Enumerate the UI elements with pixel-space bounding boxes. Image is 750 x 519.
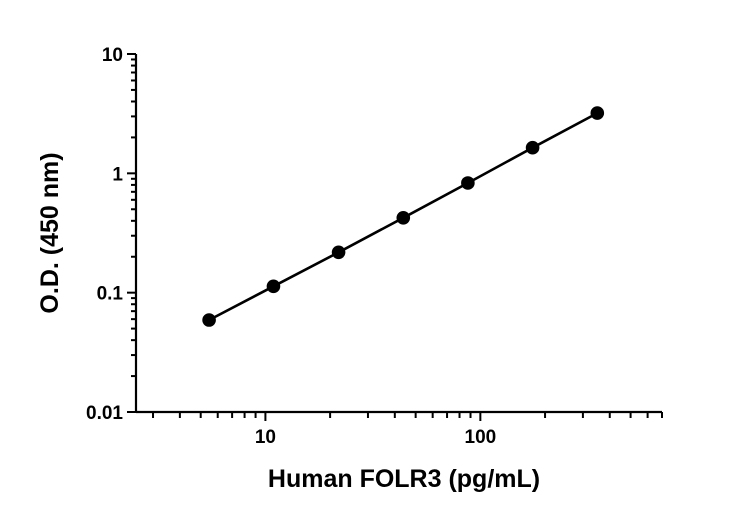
data-point bbox=[202, 313, 216, 327]
data-point bbox=[525, 140, 540, 155]
y-axis-title: O.D. (450 nm) bbox=[36, 152, 64, 313]
data-point bbox=[331, 245, 346, 260]
data-point bbox=[461, 176, 475, 190]
data-point bbox=[396, 211, 411, 225]
y-tick-label: 1 bbox=[112, 164, 123, 185]
x-axis-title: Human FOLR3 (pg/mL) bbox=[268, 465, 540, 493]
axes bbox=[134, 54, 662, 414]
plot-area bbox=[202, 106, 605, 327]
x-tick-label: 100 bbox=[465, 427, 497, 448]
x-tick-label: 10 bbox=[255, 427, 276, 448]
y-tick-label: 10 bbox=[102, 45, 123, 66]
data-point bbox=[266, 279, 281, 294]
data-point bbox=[590, 106, 605, 120]
y-tick-label: 0.1 bbox=[97, 284, 124, 305]
y-tick-label: 0.01 bbox=[86, 403, 123, 424]
ticks: 10 100 0.01 0.1 1 10 bbox=[86, 45, 663, 448]
